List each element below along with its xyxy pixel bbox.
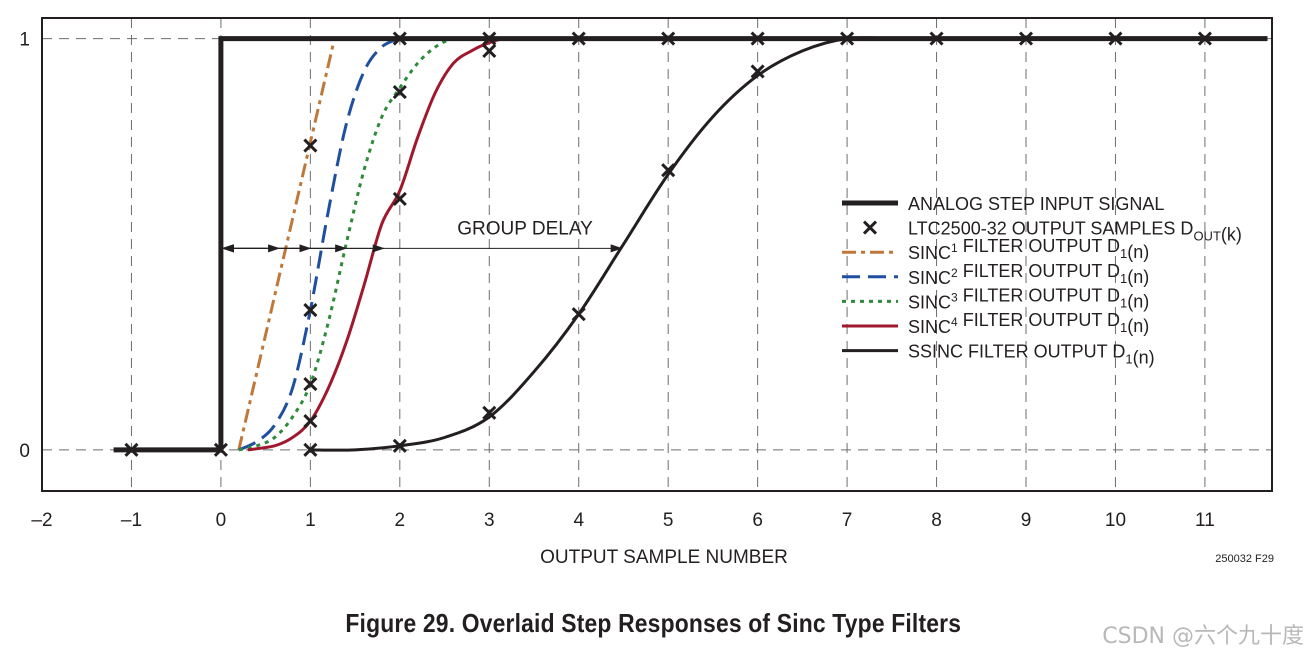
sample-marker [392,84,407,100]
sample-marker [482,405,497,420]
sample-marker [750,31,765,46]
series-step [113,36,1268,453]
sample-marker [750,64,765,79]
x-tick-label: 3 [484,510,495,531]
sample-marker [571,307,586,322]
x-tick-label: 11 [1195,510,1215,531]
figure-caption: Figure 29. Overlaid Step Responses of Si… [345,608,962,638]
series-sinc3 [238,36,472,452]
x-tick-label: 1 [305,510,316,531]
group-delay-annotation: GROUP DELAY [221,218,623,253]
sample-marker [392,191,407,207]
x-tick-label: 7 [842,510,853,531]
x-tick-label: 4 [573,510,584,531]
x-tick-label: 6 [752,510,763,531]
sample-marker [482,43,497,58]
sample-marker [661,163,676,178]
figure-id: 250032 F29 [1215,553,1274,565]
sample-marker [303,302,318,318]
series-lines [113,36,1268,453]
series-sinc4 [247,36,543,452]
legend-label-ssinc: SSINC FILTER OUTPUT D1(n) [908,342,1155,368]
sample-marker [392,31,407,46]
sample-marker [303,377,318,392]
x-tick-label: –2 [31,510,52,531]
legend-label-step: ANALOG STEP INPUT SIGNAL [908,194,1164,214]
series-sinc1 [237,38,336,451]
legend-label-sinc4: SINC4 FILTER OUTPUT D1(n) [908,310,1149,337]
sample-marker [1018,31,1034,46]
axis-ticks: –2 –1 0 1 2 3 4 5 6 7 8 9 10 11 0 1 [19,30,1214,531]
sample-marker [303,414,318,429]
sample-marker [929,31,944,46]
sample-marker [213,442,228,457]
series-ssinc [310,36,892,452]
x-tick-label: 8 [931,510,942,531]
sample-marker [124,442,139,457]
y-tick-label: 0 [19,441,30,462]
step-response-chart: –2 –1 0 1 2 3 4 5 6 7 8 9 10 11 0 1 GROUP DELAY ANALOG … [19,17,1274,568]
plot-frame [41,17,1273,492]
x-tick-label: 10 [1105,510,1126,531]
sample-marker [1197,31,1212,46]
legend-swatch-samples [862,220,878,235]
sample-marker [303,138,318,153]
sample-marker [1108,31,1123,46]
series-sinc2 [238,37,401,452]
sample-marker [482,31,497,46]
x-tick-label: 5 [663,510,674,531]
y-tick-label: 1 [19,30,30,51]
sample-marker [840,31,855,46]
x-tick-label: –1 [121,510,142,531]
watermark: CSDN @六个九十度 [1102,624,1304,649]
sample-marker [392,438,407,453]
x-axis-label: OUTPUT SAMPLE NUMBER [540,547,788,568]
legend-label-sinc1: SINC1 FILTER OUTPUT D1(n) [908,236,1149,263]
sample-marker [571,31,586,46]
output-samples [124,31,1212,457]
legend-label-sinc3: SINC3 FILTER OUTPUT D1(n) [908,285,1149,312]
group-delay-label: GROUP DELAY [457,218,593,239]
legend-label-sinc2: SINC2 FILTER OUTPUT D1(n) [908,261,1149,288]
sample-marker [661,31,676,46]
x-tick-label: 0 [216,510,227,531]
x-tick-label: 9 [1021,510,1032,531]
sample-marker [303,442,318,457]
x-tick-label: 2 [395,510,406,531]
